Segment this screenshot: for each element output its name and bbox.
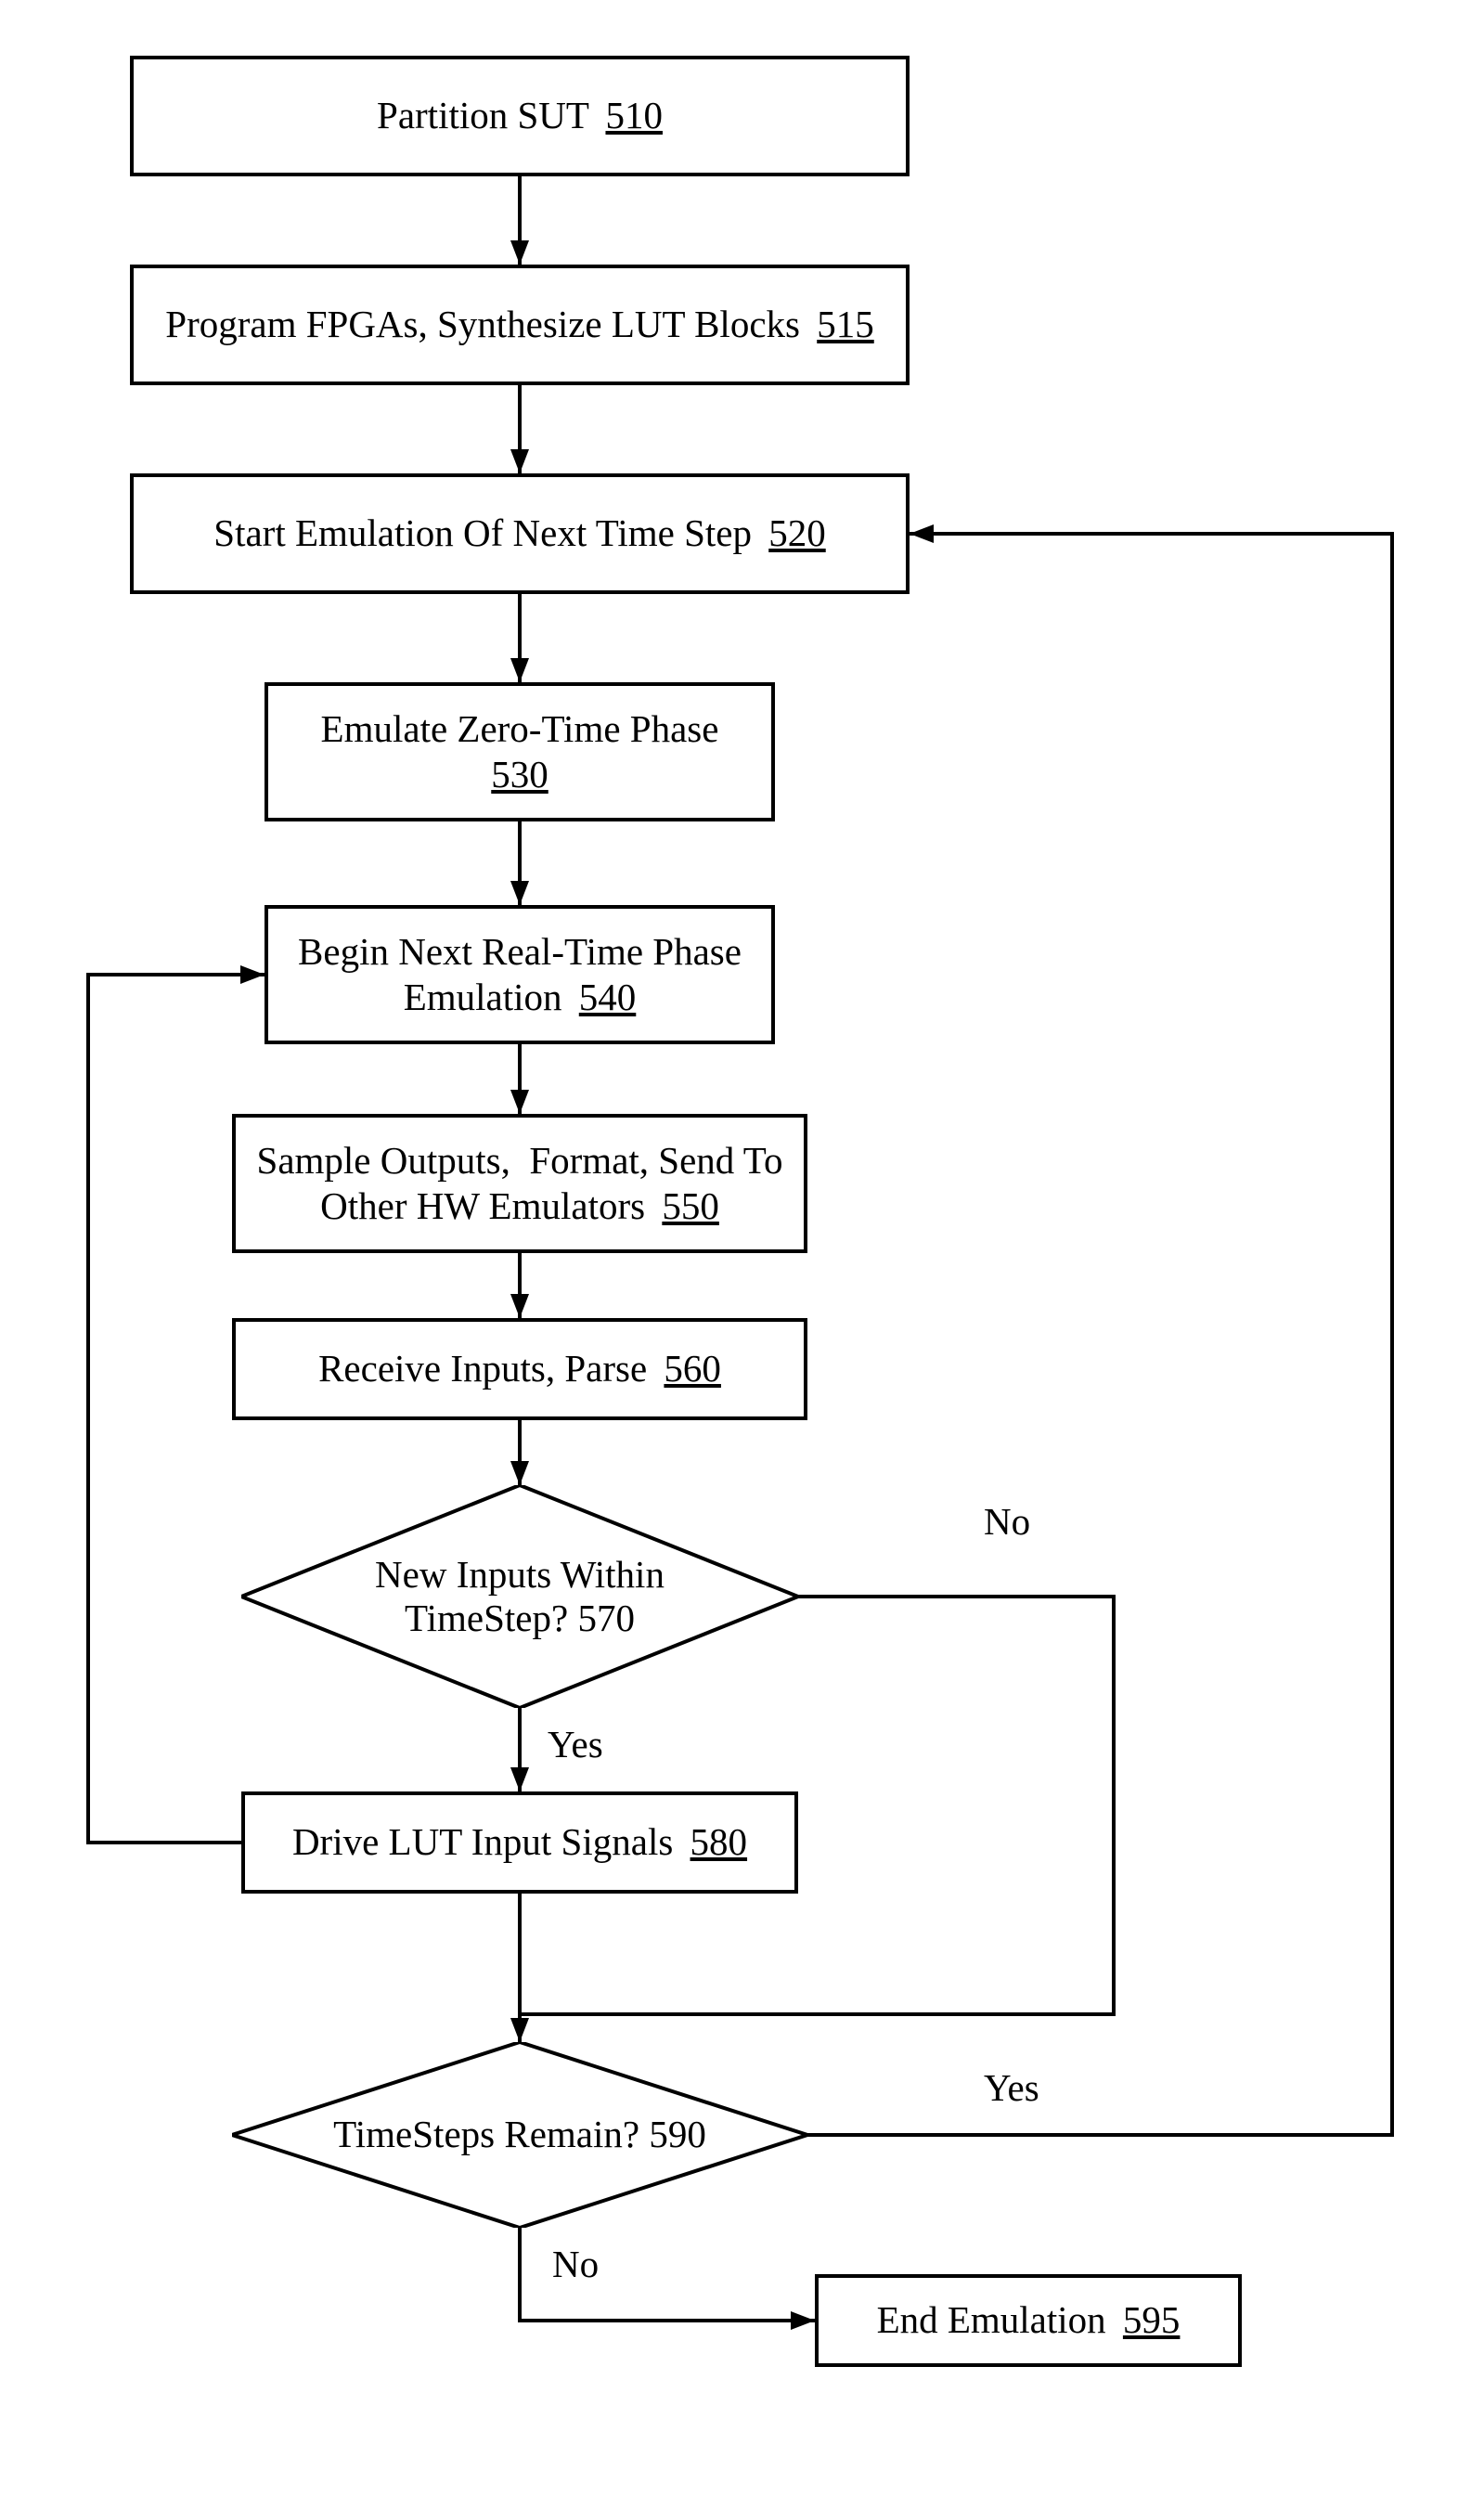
node-program-fpgas: Program FPGAs, Synthesize LUT Blocks 515 — [130, 265, 910, 385]
node-ref: 510 — [605, 94, 663, 136]
node-partition-sut: Partition SUT 510 — [130, 56, 910, 176]
node-ref: 540 — [579, 976, 637, 1018]
node-ref: 560 — [664, 1347, 721, 1390]
decision-text-line1: New Inputs Within — [375, 1553, 665, 1597]
node-text: Drive LUT Input Signals — [292, 1820, 673, 1863]
node-label: Sample Outputs, Format, Send To — [257, 1139, 783, 1183]
node-text: End Emulation — [877, 2298, 1106, 2341]
node-text-line1: Sample Outputs, Format, Send To — [257, 1139, 783, 1182]
decision-text-line: TimeSteps Remain? 590 — [333, 2113, 706, 2156]
node-end-emulation: End Emulation 595 — [815, 2274, 1242, 2367]
node-text: Receive Inputs, Parse — [318, 1347, 647, 1390]
decision-label: TimeSteps Remain? 590 — [232, 2042, 807, 2228]
edge-label-no-570: No — [984, 1499, 1030, 1544]
edge-label-yes-590: Yes — [984, 2065, 1039, 2110]
node-text: Emulate Zero-Time Phase — [321, 707, 719, 750]
decision-label: New Inputs Within TimeStep? 570 — [241, 1485, 798, 1708]
node-label: Partition SUT 510 — [377, 94, 663, 137]
flowchart-container: Partition SUT 510 Program FPGAs, Synthes… — [0, 0, 1484, 2496]
node-start-emulation: Start Emulation Of Next Time Step 520 — [130, 473, 910, 594]
node-ref: 570 — [577, 1597, 635, 1639]
node-ref: 515 — [817, 303, 874, 345]
node-label: Begin Next Real-Time Phase — [298, 930, 742, 974]
node-sample-outputs: Sample Outputs, Format, Send To Other HW… — [232, 1114, 807, 1253]
node-label-line2: Emulation 540 — [404, 976, 637, 1019]
node-text-line2: Other HW Emulators — [320, 1184, 645, 1227]
node-ref: 530 — [491, 753, 548, 795]
decision-timesteps-remain: TimeSteps Remain? 590 — [232, 2042, 807, 2228]
node-receive-inputs: Receive Inputs, Parse 560 — [232, 1318, 807, 1420]
node-ref: 580 — [690, 1820, 748, 1863]
edge-label-no-590: No — [552, 2242, 599, 2286]
decision-text-line2: TimeStep? 570 — [405, 1597, 635, 1640]
edge-label-yes-570: Yes — [548, 1722, 603, 1766]
node-ref-line: 530 — [491, 753, 548, 796]
node-text-line1: Begin Next Real-Time Phase — [298, 930, 742, 973]
node-ref: 550 — [662, 1184, 719, 1227]
decision-new-inputs: New Inputs Within TimeStep? 570 — [241, 1485, 798, 1708]
node-label: Program FPGAs, Synthesize LUT Blocks 515 — [165, 303, 873, 346]
node-ref: 590 — [649, 2113, 706, 2155]
node-text: Program FPGAs, Synthesize LUT Blocks — [165, 303, 800, 345]
node-label: Start Emulation Of Next Time Step 520 — [213, 511, 825, 555]
node-label: Receive Inputs, Parse 560 — [318, 1347, 721, 1390]
node-ref: 595 — [1123, 2298, 1181, 2341]
node-drive-lut-inputs: Drive LUT Input Signals 580 — [241, 1791, 798, 1894]
decision-text: TimeSteps Remain? — [333, 2113, 639, 2155]
node-label: End Emulation 595 — [877, 2298, 1181, 2342]
node-text: Partition SUT — [377, 94, 588, 136]
node-text-line2: Emulation — [404, 976, 562, 1018]
node-label: Emulate Zero-Time Phase — [321, 707, 719, 751]
node-text: Start Emulation Of Next Time Step — [213, 511, 752, 554]
node-begin-realtime-phase: Begin Next Real-Time Phase Emulation 540 — [265, 905, 775, 1044]
node-ref: 520 — [768, 511, 826, 554]
decision-text: TimeStep? — [405, 1597, 568, 1639]
node-label-line2: Other HW Emulators 550 — [320, 1184, 719, 1228]
node-label: Drive LUT Input Signals 580 — [292, 1820, 747, 1864]
node-emulate-zero-time: Emulate Zero-Time Phase 530 — [265, 682, 775, 821]
